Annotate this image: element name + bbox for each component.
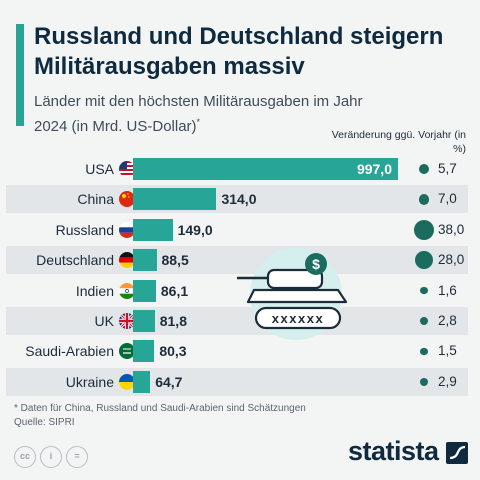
change-dot <box>420 347 428 355</box>
title-accent-bar <box>16 24 24 126</box>
bar-value-label: 81,8 <box>159 313 187 329</box>
ukraine-flag-icon <box>119 373 135 390</box>
china-flag-icon <box>119 191 135 208</box>
bar <box>133 279 156 302</box>
bar <box>133 188 217 211</box>
bar <box>133 310 155 332</box>
attribution-icon[interactable]: i <box>40 446 62 468</box>
change-column-header: Veränderung ggü. Vorjahr (in %) <box>331 129 466 155</box>
statista-logo[interactable]: statista <box>348 436 439 466</box>
bar <box>133 218 173 241</box>
cc-license-icon[interactable]: cc <box>14 446 36 468</box>
category-label: Saudi-Arabien <box>25 343 114 360</box>
chart-row: USA 997,0 5,7 <box>6 155 468 183</box>
change-dot <box>420 286 428 295</box>
chart-row: Deutschland 88,5 28,0 <box>6 246 468 275</box>
change-dot <box>418 193 430 205</box>
chart-row: Saudi-Arabien 80,3 1,5 <box>6 337 468 365</box>
uk-flag-icon <box>119 313 135 329</box>
tank-track-marks: xxxxxx <box>272 311 324 326</box>
bar <box>133 158 398 180</box>
subtitle-text: Länder mit den höchsten Militärausgaben … <box>34 93 363 135</box>
change-value-label: 38,0 <box>438 221 465 237</box>
chart-row: Indien 86,1 1,6 <box>6 277 468 305</box>
change-dot <box>415 251 433 270</box>
chart-row: Ukraine 64,7 2,9 <box>6 367 468 396</box>
change-dot <box>419 377 429 386</box>
change-value-label: 5,7 <box>438 161 457 176</box>
india-flag-icon <box>119 282 135 299</box>
footnote-note: * Daten für China, Russland und Saudi-Ar… <box>14 403 306 414</box>
chart-title: Russland und Deutschland steigern Militä… <box>34 23 444 80</box>
change-value-label: 1,5 <box>438 343 457 359</box>
chart-row: Russland 149,0 38,0 <box>6 216 468 244</box>
category-label: Deutschland <box>36 252 114 269</box>
bar-value-label: 314,0 <box>221 191 257 208</box>
change-value-label: 2,9 <box>438 373 457 389</box>
footnote: * Daten für China, Russland und Saudi-Ar… <box>14 402 306 430</box>
saudi-arabia-flag-icon <box>119 343 135 360</box>
change-dot <box>414 219 434 240</box>
category-label: USA <box>85 161 114 177</box>
chart-row: China 314,0 7,0 <box>6 185 468 214</box>
russia-flag-icon <box>119 221 135 238</box>
bar-value-label: 149,0 <box>177 221 213 238</box>
bar-value-label: 80,3 <box>159 343 187 360</box>
chart-row: UK 81,8 2,8 <box>6 307 468 335</box>
tank-dollar-icon: $ xxxxxx <box>234 246 354 356</box>
change-value-label: 7,0 <box>438 191 457 207</box>
bar <box>133 370 151 393</box>
category-label: Ukraine <box>65 373 114 390</box>
germany-flag-icon <box>119 252 135 269</box>
statista-logo-mark-icon <box>446 442 468 464</box>
license-icons: cc i = <box>14 446 88 468</box>
category-label: UK <box>94 313 114 329</box>
category-label: Indien <box>75 282 114 299</box>
change-dot <box>418 163 430 175</box>
change-dot <box>419 316 429 326</box>
bar-value-label: 86,1 <box>160 282 189 299</box>
no-derivatives-icon[interactable]: = <box>66 446 88 468</box>
change-value-label: 28,0 <box>438 252 465 268</box>
bar-value-label: 64,7 <box>155 373 183 390</box>
category-label: Russland <box>55 221 114 238</box>
us-flag-icon <box>119 161 135 177</box>
bar <box>133 340 155 363</box>
bar <box>133 249 157 272</box>
bar-value-label: 997,0 <box>356 161 392 177</box>
category-label: China <box>77 191 114 208</box>
subtitle-footnote-mark: * <box>196 117 201 127</box>
change-value-label: 2,8 <box>438 313 457 328</box>
bar-value-label: 88,5 <box>161 252 189 269</box>
footnote-source: Quelle: SIPRI <box>14 417 75 428</box>
change-value-label: 1,6 <box>438 282 457 298</box>
tank-dollar-symbol: $ <box>312 256 320 272</box>
chart-subtitle: Länder mit den höchsten Militärausgaben … <box>34 92 364 137</box>
